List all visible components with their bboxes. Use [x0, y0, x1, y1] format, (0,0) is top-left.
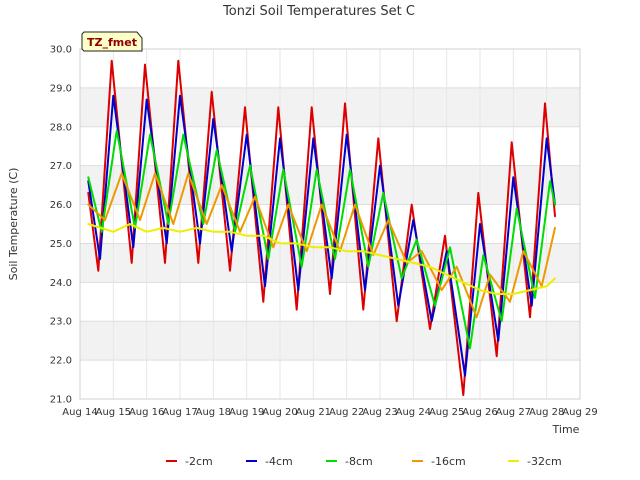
tag-box-shape — [81, 31, 143, 52]
x-tick-label: Aug 17 — [162, 407, 197, 418]
y-axis-label: Soil Temperature (C) — [7, 168, 20, 281]
x-tick-label: Aug 27 — [496, 407, 531, 418]
legend-label: -4cm — [265, 455, 293, 468]
legend-item: -16cm — [412, 455, 466, 468]
plot-band — [80, 321, 580, 361]
y-tick-label: 26.0 — [50, 200, 72, 211]
y-tick-label: 25.0 — [50, 239, 72, 250]
tag-label: TZ_fmet — [87, 36, 137, 49]
legend-label: -16cm — [431, 455, 466, 468]
y-tick-label: 24.0 — [50, 278, 72, 289]
y-tick-label: 23.0 — [50, 317, 72, 328]
plot-frame — [79, 48, 581, 400]
x-tick-label: Aug 29 — [562, 407, 597, 418]
x-tick-label: Aug 20 — [262, 407, 297, 418]
legend-label: -8cm — [345, 455, 373, 468]
legend-label: -32cm — [527, 455, 562, 468]
x-tick-label: Aug 15 — [96, 407, 131, 418]
y-tick-label: 30.0 — [50, 45, 72, 56]
y-tick-label: 28.0 — [50, 122, 72, 133]
y-axis-ticks: 21.0 22.0 23.0 24.0 25.0 26.0 27.0 28.0 29.0 30.0 — [50, 45, 72, 406]
series-line-16cm — [87, 172, 556, 319]
x-tick-label: Aug 25 — [429, 407, 464, 418]
plot-band — [80, 87, 580, 127]
x-tick-label: Aug 14 — [62, 407, 97, 418]
x-tick-label: Aug 19 — [229, 407, 264, 418]
y-tick-label: 22.0 — [50, 356, 72, 367]
y-tick-label: 21.0 — [50, 395, 72, 406]
legend-item: -8cm — [326, 455, 373, 468]
chart-title: Tonzi Soil Temperatures Set C — [222, 4, 415, 19]
x-tick-label: Aug 28 — [529, 407, 564, 418]
legend-item: -32cm — [508, 455, 562, 468]
x-tick-label: Aug 26 — [462, 407, 497, 418]
legend-item: -4cm — [246, 455, 293, 468]
x-tick-label: Aug 22 — [329, 407, 364, 418]
y-tick-label: 29.0 — [50, 83, 72, 94]
x-tick-label: Aug 21 — [296, 407, 331, 418]
series-line-32cm — [87, 223, 556, 295]
series-layer — [87, 59, 556, 397]
legend-label: -2cm — [185, 455, 213, 468]
x-tick-label: Aug 23 — [362, 407, 397, 418]
x-tick-label: Aug 18 — [196, 407, 231, 418]
legend-item: -2cm — [166, 455, 213, 468]
x-axis-label: Time — [552, 423, 580, 436]
legend: -2cm -4cm -8cm -16cm -32cm — [166, 455, 562, 468]
x-tick-label: Aug 24 — [396, 407, 431, 418]
x-tick-label: Aug 16 — [129, 407, 164, 418]
y-tick-label: 27.0 — [50, 161, 72, 172]
tag-box: TZ_fmet — [81, 31, 143, 52]
